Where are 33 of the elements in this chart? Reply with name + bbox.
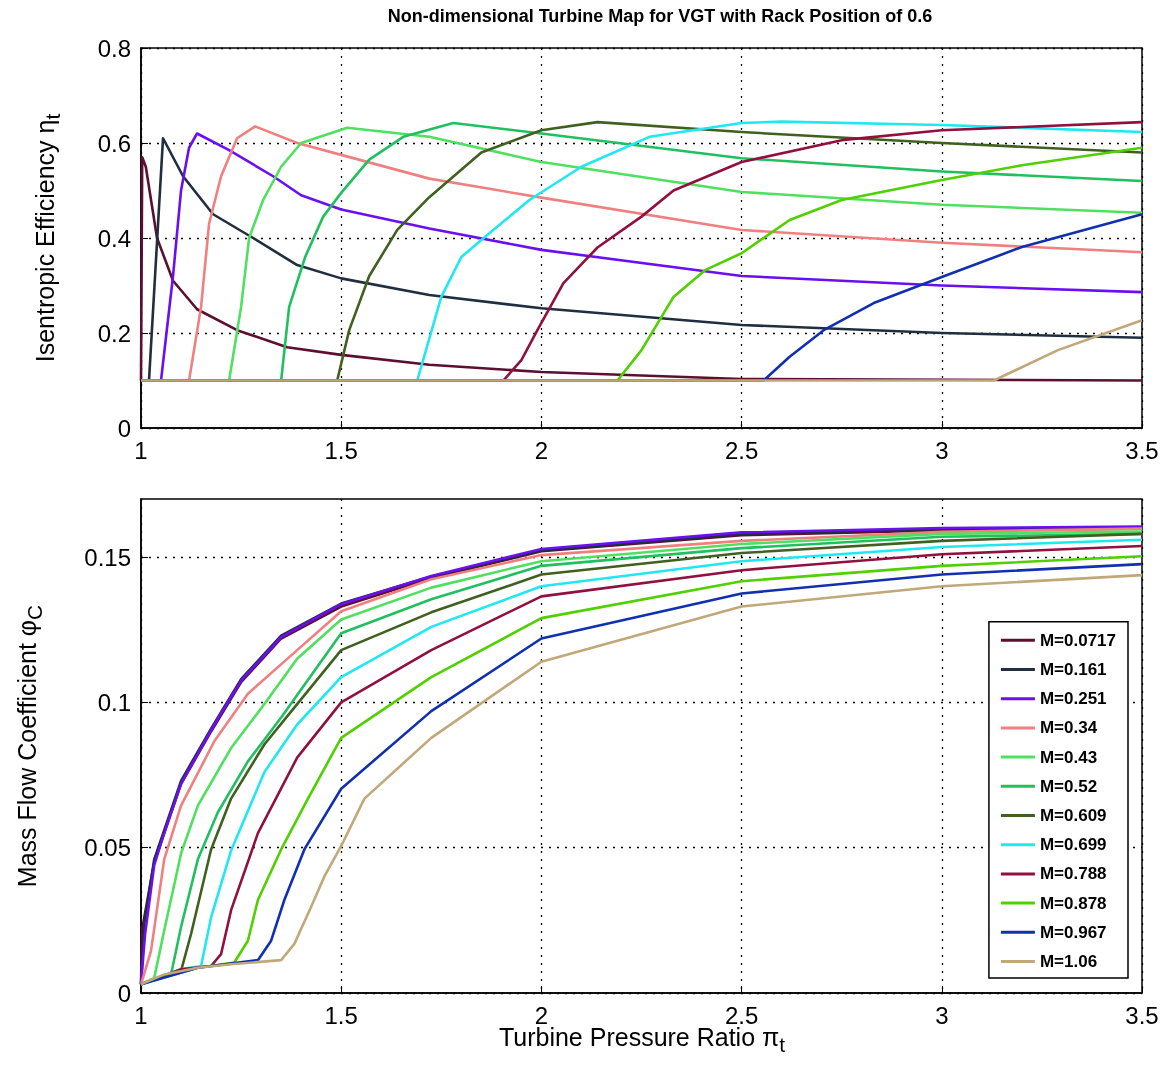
x-axis-title: Turbine Pressure Ratio π$_{t}$ [498,1023,786,1057]
legend-label: M=0.699 [1039,835,1107,855]
legend-label: M=1.06 [1039,952,1098,971]
x-tick-label: 1.5 [324,436,358,464]
legend-label: M=0.52 [1039,776,1098,796]
legend-label: M=0.878 [1039,893,1107,913]
x-tick-label: 2.5 [724,436,759,464]
y-tick-label: 0 [117,979,131,1007]
x-tick-label: 1 [134,436,148,464]
legend-label: M=0.609 [1039,806,1107,825]
legend-label: M=0.967 [1039,922,1107,942]
x-tick-label: 2 [534,436,549,464]
x-tick-label: 3.5 [1125,436,1159,464]
chart-title: Non-dimensional Turbine Map for VGT with Rack Position of 0.6 [387,6,933,27]
legend-label: M=0.34 [1039,718,1098,738]
y-tick-label: 0.15 [84,543,131,571]
x-tick-label: 1.5 [324,1001,358,1029]
y-tick-label: 0.4 [97,224,131,252]
legend-label: M=0.161 [1039,660,1107,679]
y-tick-label: 0.8 [97,34,131,62]
y-tick-label: 0.05 [84,834,131,862]
y-tick-label: 0.1 [97,688,131,716]
y-tick-label: 0.6 [97,129,131,157]
legend-label: M=0.251 [1039,689,1107,709]
legend-label: M=0.0717 [1039,630,1117,650]
legend-label: M=0.43 [1039,747,1098,767]
x-tick-label: 3.5 [1125,1001,1159,1029]
x-tick-label: 3 [935,1001,949,1029]
x-tick-label: 3 [935,436,949,464]
legend-label: M=0.788 [1039,864,1107,884]
y-tick-label: 0.2 [97,319,131,347]
x-tick-label: 1 [134,1001,148,1029]
y-tick-label: 0 [117,414,131,442]
